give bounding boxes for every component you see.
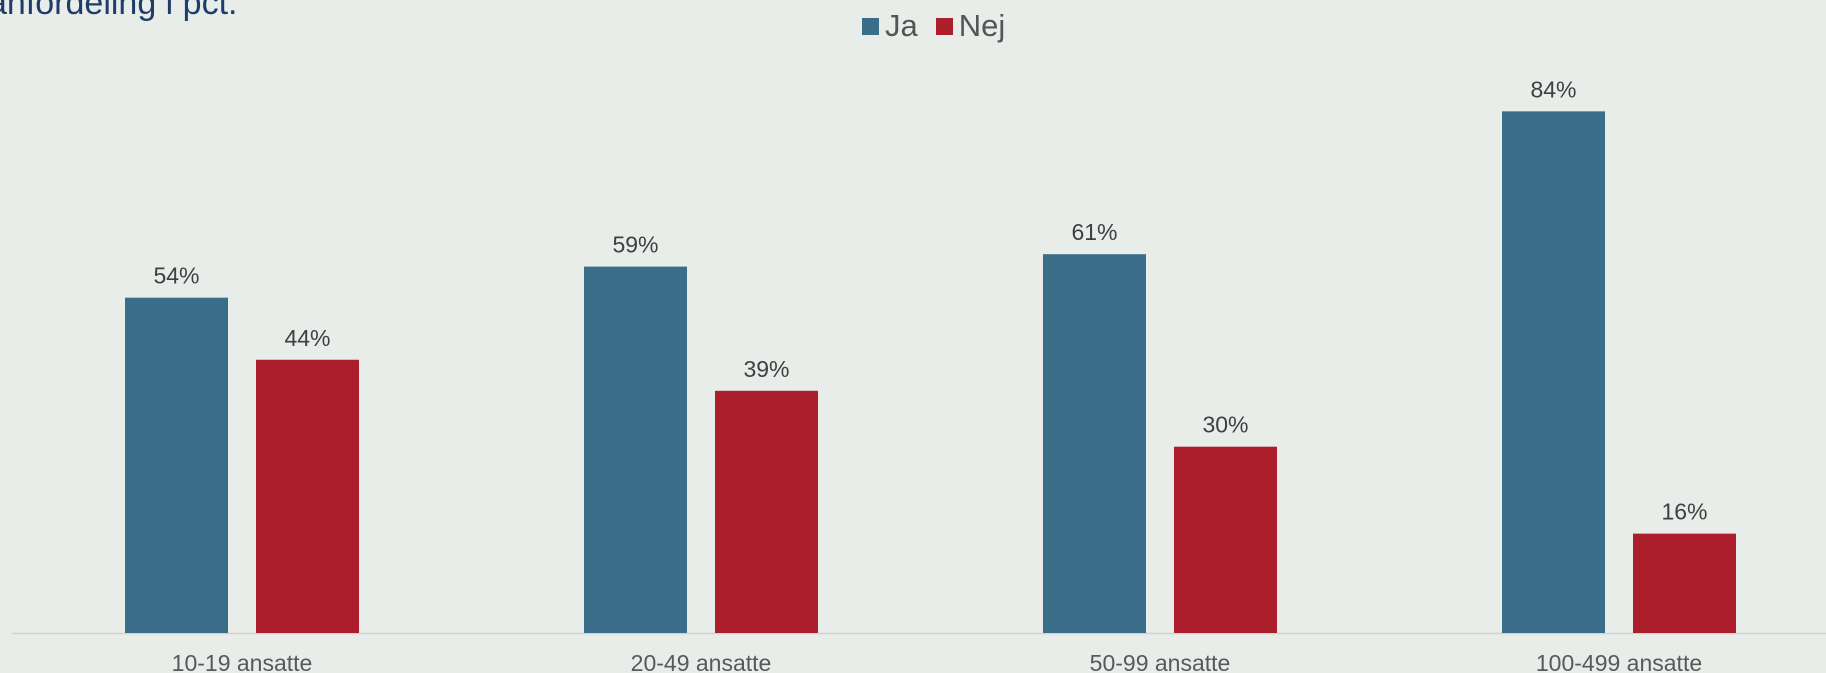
- x-tick-label-3: 50-99 ansatte: [1090, 650, 1231, 673]
- x-tick-label-4: 100-499 ansatte: [1536, 650, 1702, 673]
- data-label-ja-1: 54%: [153, 263, 199, 289]
- bar-nej-3: [1174, 446, 1277, 633]
- chart-title: anfordeling i pct.: [0, 0, 238, 22]
- bar-ja-3: [1043, 254, 1146, 633]
- data-label-ja-4: 84%: [1530, 76, 1576, 102]
- bar-nej-1: [256, 359, 359, 633]
- legend-swatch-ja: [862, 17, 879, 35]
- x-tick-label-2: 20-49 ansatte: [631, 650, 772, 673]
- data-label-nej-4: 16%: [1661, 499, 1707, 525]
- legend: Ja Nej: [862, 8, 1005, 44]
- data-label-ja-3: 61%: [1071, 219, 1117, 245]
- bar-nej-2: [715, 390, 818, 633]
- x-tick-label-1: 10-19 ansatte: [172, 650, 313, 673]
- data-label-nej-3: 30%: [1202, 412, 1248, 438]
- legend-item-ja: Ja: [862, 8, 918, 44]
- bar-nej-4: [1633, 533, 1736, 633]
- data-label-nej-1: 44%: [284, 325, 330, 351]
- data-label-nej-2: 39%: [743, 356, 789, 382]
- data-label-ja-2: 59%: [612, 232, 658, 258]
- bar-ja-4: [1502, 111, 1605, 634]
- legend-swatch-nej: [935, 17, 953, 35]
- bar-ja-1: [125, 297, 228, 633]
- legend-item-nej: Nej: [935, 8, 1006, 44]
- legend-label-nej: Nej: [958, 8, 1006, 43]
- bar-ja-2: [584, 266, 687, 633]
- legend-label-ja: Ja: [885, 8, 918, 43]
